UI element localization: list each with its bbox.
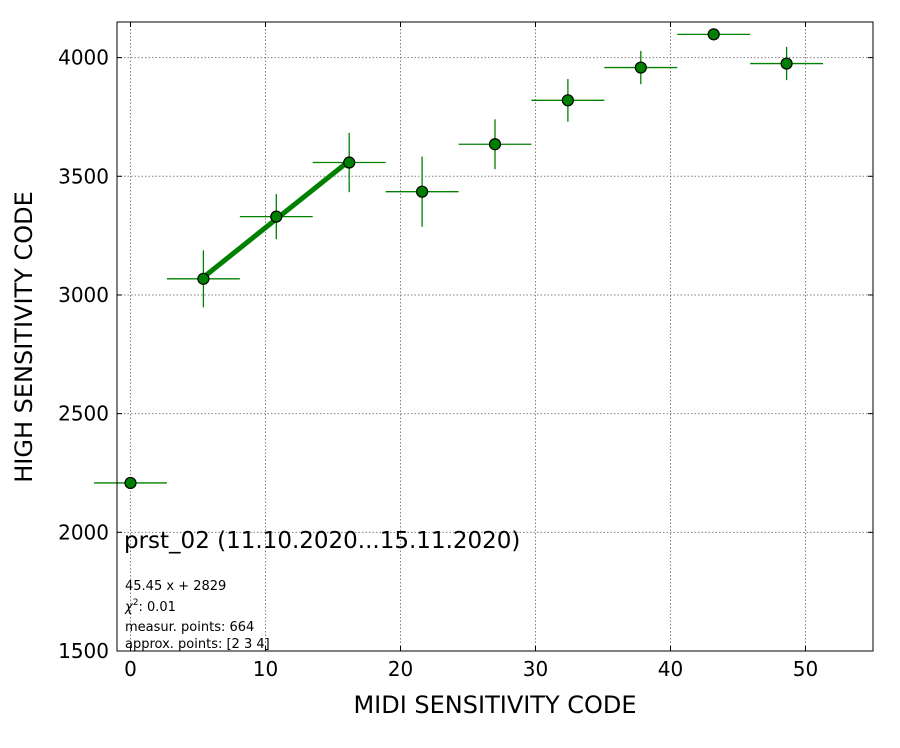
data-point bbox=[270, 210, 283, 223]
chi-superscript: 2 bbox=[133, 598, 139, 608]
x-tick-label: 40 bbox=[658, 657, 683, 681]
x-tick-label: 10 bbox=[253, 657, 278, 681]
y-tick-label: 3500 bbox=[58, 164, 109, 188]
y-tick-label: 1500 bbox=[58, 639, 109, 663]
approx-points: approx. points: [2 3 4] bbox=[125, 637, 270, 652]
data-point bbox=[343, 156, 356, 169]
grid bbox=[117, 22, 873, 651]
y-axis-title: HIGH SENSITIVITY CODE bbox=[10, 191, 38, 483]
plot-frame bbox=[116, 21, 874, 652]
data-point bbox=[780, 57, 793, 70]
x-tick-label: 0 bbox=[124, 657, 137, 681]
y-tick-label: 4000 bbox=[58, 46, 109, 70]
x-tick-label: 20 bbox=[388, 657, 413, 681]
data-point bbox=[416, 185, 429, 198]
data-point bbox=[707, 28, 720, 41]
x-tick-label: 50 bbox=[793, 657, 818, 681]
chi-square: χ2: 0.01 bbox=[124, 598, 176, 615]
y-tick-label: 3000 bbox=[58, 283, 109, 307]
chart-annotation-title: prst_02 (11.10.2020...15.11.2020) bbox=[124, 528, 520, 554]
y-tick-label: 2000 bbox=[58, 520, 109, 544]
x-tick-label: 30 bbox=[523, 657, 548, 681]
data-point bbox=[634, 61, 647, 74]
measur-points: measur. points: 664 bbox=[125, 620, 254, 635]
data-point bbox=[124, 476, 137, 490]
chi-value: : 0.01 bbox=[138, 600, 175, 615]
data-point bbox=[197, 272, 210, 285]
fit-equation: 45.45 x + 2829 bbox=[125, 579, 226, 594]
y-tick-label: 2500 bbox=[58, 402, 109, 426]
data-point bbox=[488, 138, 502, 151]
points-layer bbox=[94, 28, 824, 490]
chi-symbol: χ bbox=[124, 600, 134, 615]
x-axis-title: MIDI SENSITIVITY CODE bbox=[353, 691, 636, 719]
data-point bbox=[561, 94, 575, 107]
ticks: 0 10 20 30 40 50 1500 2000 2500 3000 3500 4000 bbox=[58, 22, 873, 681]
